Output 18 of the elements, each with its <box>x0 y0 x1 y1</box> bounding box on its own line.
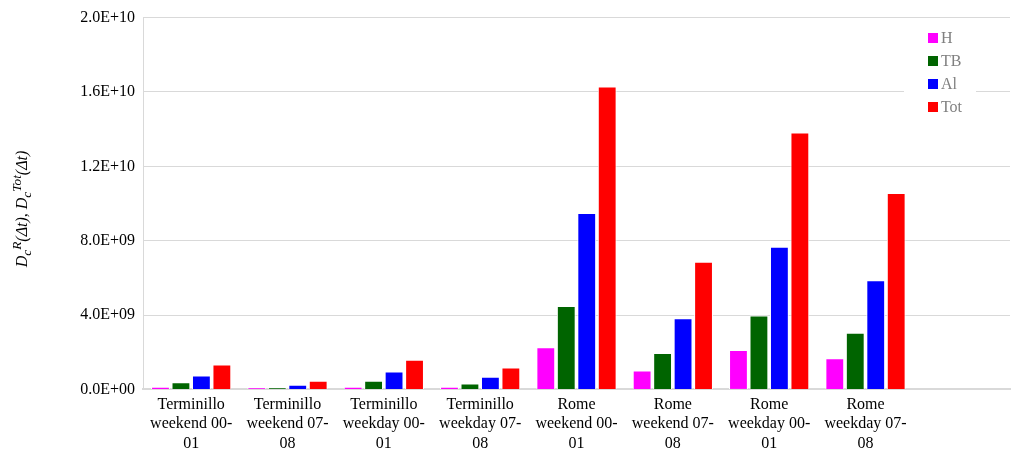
y-tick-label: 2.0E+10 <box>80 7 135 25</box>
y-tick-label: 1.2E+10 <box>80 156 135 174</box>
y-tick-label: 4.0E+09 <box>80 305 135 323</box>
legend-label: Al <box>940 74 957 92</box>
x-tick-label: Terminillo weekday 07-08 <box>439 395 522 451</box>
y-tick-label: 0.0E+00 <box>80 379 135 397</box>
y-tick-label: 1.6E+10 <box>80 82 135 100</box>
x-tick-label: Rome weekday 00-01 <box>728 395 811 451</box>
legend-label: H <box>940 28 953 46</box>
x-tick-label: Terminillo weekend 00-01 <box>150 395 233 451</box>
x-tick-label: Terminillo weekend 07-08 <box>246 395 329 451</box>
y-tick-label: 8.0E+09 <box>80 230 135 248</box>
x-tick-label: Rome weekday 07-08 <box>824 395 907 451</box>
legend-label: TB <box>940 51 962 69</box>
x-tick-label: Rome weekend 00-01 <box>535 395 618 451</box>
legend-label: Tot <box>940 97 962 115</box>
x-tick-label: Rome weekend 07-08 <box>631 395 714 451</box>
x-tick-label: Terminillo weekday 00-01 <box>342 395 425 451</box>
